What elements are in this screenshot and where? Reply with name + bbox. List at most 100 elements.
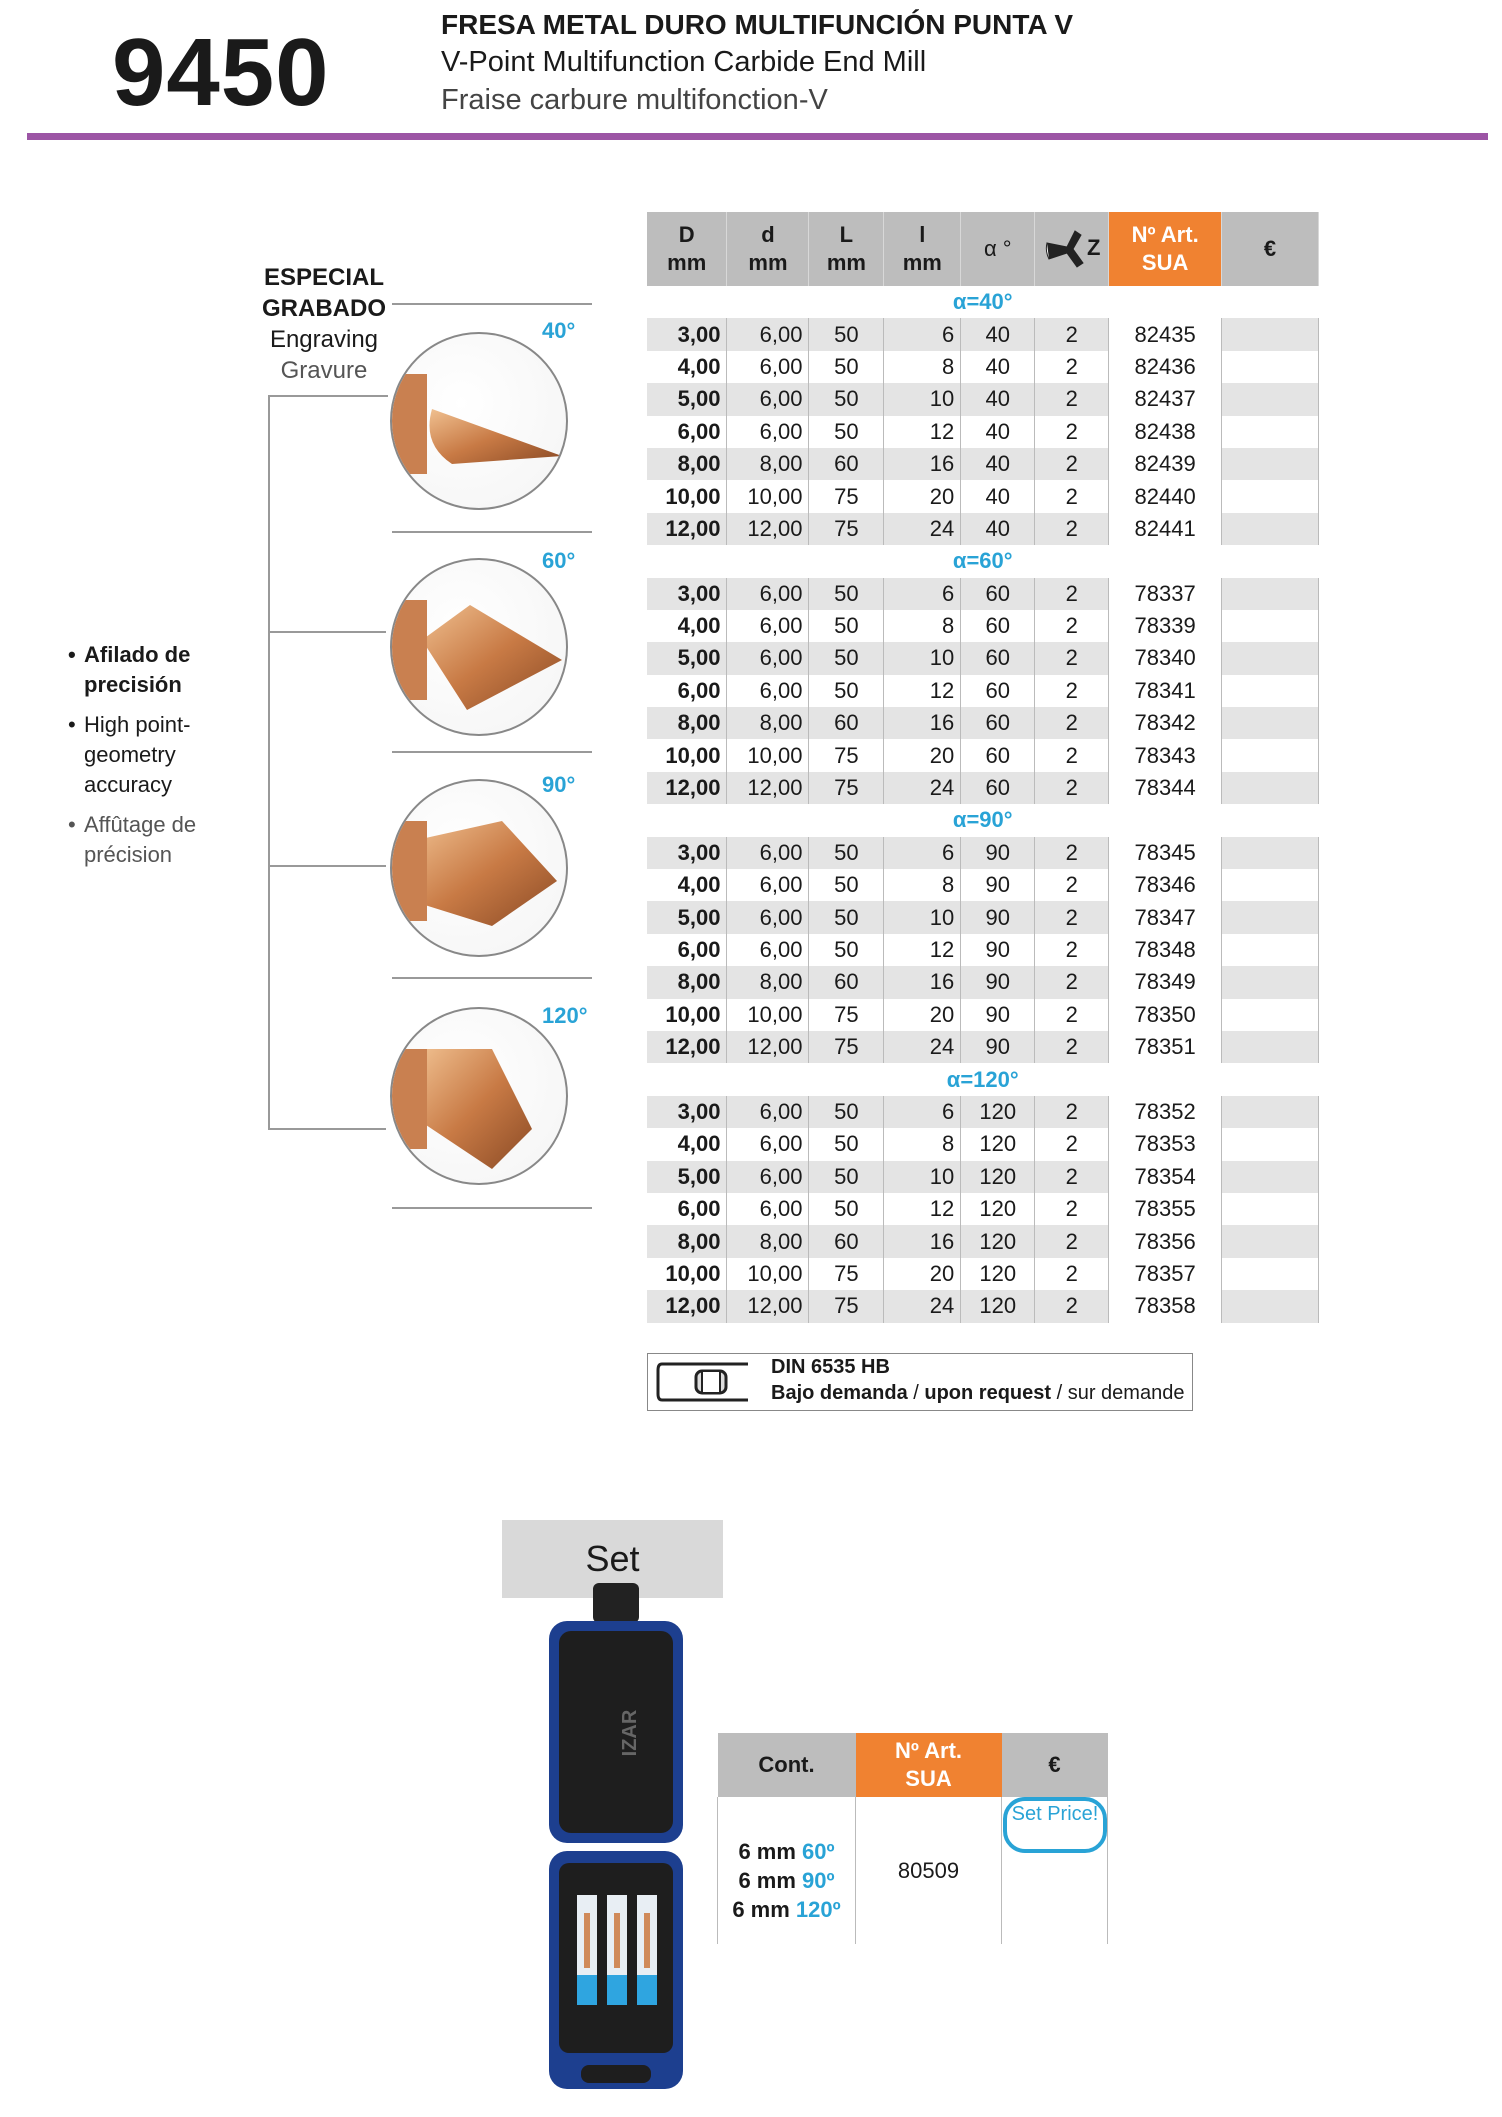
cell: 2: [1034, 869, 1110, 902]
cell: 6,00: [726, 1160, 810, 1193]
bullet-3: • Affûtage de précision: [68, 812, 197, 867]
cell: 2: [1034, 707, 1110, 740]
cell: 6,00: [726, 1192, 810, 1226]
cell: 50: [808, 836, 885, 870]
cell: 12,00: [726, 1290, 810, 1323]
sep: /: [1051, 1382, 1068, 1404]
cell: 50: [808, 383, 885, 416]
divider: [392, 977, 592, 979]
section-label: α=120°: [647, 1063, 1319, 1096]
price-cell: [1221, 966, 1319, 999]
cell: 6,00: [726, 836, 810, 870]
cell: 10,00: [647, 1257, 728, 1291]
cell: 120: [960, 1095, 1036, 1129]
table-row: 8,00 8,00 60 16 40 2 82439: [647, 447, 1319, 481]
cell: 8,00: [647, 1225, 728, 1258]
price-cell: [1221, 447, 1319, 481]
table-row: 10,00 10,00 75 20 90 2 78350: [647, 998, 1319, 1031]
cell: 2: [1034, 415, 1110, 448]
product-code: 9450: [112, 19, 330, 126]
table-row: 12,00 12,00 75 24 120 2 78358: [647, 1290, 1319, 1323]
cell: 5,00: [647, 1160, 728, 1193]
cell: 82441: [1108, 512, 1223, 546]
section-row: α=90°: [647, 804, 1319, 837]
price-cell: [1221, 1095, 1319, 1129]
cell: 90: [960, 933, 1036, 967]
header-main: L: [839, 222, 854, 247]
table-row: 6,00 6,00 50 12 90 2 78348: [647, 933, 1319, 967]
din-availability: Bajo demanda / upon request / sur demand…: [771, 1382, 1184, 1405]
art-label: Nº Art.: [894, 1738, 963, 1763]
size: 6 mm: [738, 1839, 796, 1864]
cell: 82438: [1108, 415, 1223, 448]
cell: 6,00: [647, 1192, 728, 1226]
col-header: Nº Art. SUA: [1108, 212, 1223, 286]
price-cell: [1221, 383, 1319, 416]
cell: 4,00: [647, 350, 728, 384]
table-row: 8,00 8,00 60 16 120 2 78356: [647, 1225, 1319, 1258]
cell: 120: [960, 1128, 1036, 1161]
cell: 6: [883, 318, 962, 351]
shank-icon: [656, 1362, 748, 1402]
angle-label: 40°: [542, 318, 576, 343]
table-row: 5,00 6,00 50 10 60 2 78340: [647, 642, 1319, 675]
cell: 60: [808, 1225, 885, 1258]
price-cell: [1221, 480, 1319, 513]
bullet-1: • Afilado de precisión: [68, 642, 191, 697]
header-main: Nº Art.: [1131, 222, 1199, 247]
cell: 10: [883, 383, 962, 416]
cell: 82439: [1108, 447, 1223, 481]
cell: 20: [883, 1257, 962, 1291]
cell: 20: [883, 739, 962, 772]
cell: 6,00: [726, 933, 810, 967]
cell: 8,00: [726, 447, 810, 481]
cell: 78344: [1108, 771, 1223, 805]
cell: 10,00: [726, 998, 810, 1031]
cell: 24: [883, 512, 962, 546]
table-row: 12,00 12,00 75 24 90 2 78351: [647, 1030, 1319, 1064]
cell: 50: [808, 1128, 885, 1161]
cell: 12,00: [647, 1290, 728, 1323]
angle-label: 90°: [542, 772, 576, 797]
price-cell: [1221, 512, 1319, 546]
cell: 12,00: [726, 512, 810, 546]
header-main: l: [919, 222, 926, 247]
section-row: α=120°: [647, 1063, 1319, 1096]
cell: 5,00: [647, 901, 728, 934]
cell: 78354: [1108, 1160, 1223, 1193]
special-es: ESPECIAL: [263, 264, 385, 291]
cell: 78341: [1108, 674, 1223, 708]
cell: 8,00: [726, 1225, 810, 1258]
cell: 10,00: [726, 480, 810, 513]
table-row: 10,00 10,00 75 20 120 2 78357: [647, 1257, 1319, 1291]
set-contents: 6 mm 60º 6 mm 90º 6 mm 120º: [717, 1797, 856, 1944]
section-row: α=40°: [647, 286, 1319, 319]
tool-tip-image: [390, 332, 568, 510]
bullet-text: Afilado de precisión: [84, 642, 191, 697]
price-cell: [1221, 1128, 1319, 1161]
set-table: Cont. Nº Art. SUA € 6 mm 60º 6 mm 90º 6 m…: [717, 1733, 1108, 1944]
cell: 82440: [1108, 480, 1223, 513]
section-label: α=60°: [647, 545, 1319, 578]
cell: 3,00: [647, 577, 728, 610]
table-row: 10,00 10,00 75 20 40 2 82440: [647, 480, 1319, 513]
cell: 6,00: [647, 933, 728, 967]
din-en: upon request: [924, 1382, 1052, 1404]
cell: 4,00: [647, 869, 728, 902]
price-cell: [1221, 642, 1319, 675]
price-cell: [1221, 869, 1319, 902]
header-unit: mm: [748, 250, 788, 275]
cell: 8,00: [647, 707, 728, 740]
cell: 6,00: [726, 901, 810, 934]
cell: 60: [808, 707, 885, 740]
bullet-text: Affûtage de précision: [84, 812, 197, 867]
set-item: 6 mm 120º: [718, 1895, 855, 1924]
cell: 75: [808, 1290, 885, 1323]
set-price-badge[interactable]: Set Price!: [1003, 1797, 1107, 1853]
feature-bullets: • Afilado de precisión • High point-geomet…: [68, 640, 234, 870]
bracket-tick: [268, 865, 386, 867]
price-cell: [1221, 707, 1319, 740]
cell: 120: [960, 1225, 1036, 1258]
cell: 2: [1034, 674, 1110, 708]
